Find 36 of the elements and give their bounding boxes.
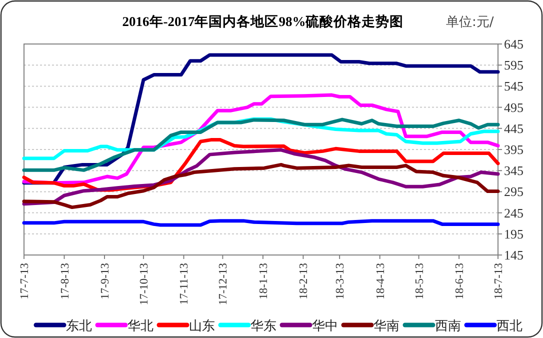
y-tick-label: 645 [504, 36, 524, 52]
x-tick-label: 18-2-13 [298, 262, 310, 300]
chart-title: 2016年-2017年国内各地区98%硫酸价格走势图 [122, 13, 404, 29]
y-axis-title: 单位:元/ [446, 15, 494, 30]
legend-label: 华中 [312, 319, 338, 334]
y-tick-label: 495 [504, 100, 524, 115]
line-series [22, 118, 500, 172]
legend-label: 华东 [250, 319, 276, 334]
y-tick-label: 445 [504, 120, 524, 136]
y-tick-label: 545 [504, 78, 524, 94]
y-tick-label: 595 [504, 58, 524, 73]
x-tick-label: 17-9-13 [100, 262, 112, 300]
x-tick-label: 18-3-13 [334, 262, 347, 300]
legend-label: 山东 [189, 319, 215, 334]
x-tick-label: 17-8-13 [59, 262, 72, 300]
y-tick-label: 195 [504, 226, 524, 242]
line-series [22, 162, 500, 210]
legend-label: 华北 [128, 319, 154, 334]
x-tick-label: 17-7-13 [19, 262, 31, 300]
y-tick-label: 345 [504, 163, 524, 178]
legend-label: 西南 [435, 319, 461, 334]
y-tick-label: 395 [504, 142, 524, 157]
x-tick-label: 18-7-13 [493, 262, 505, 300]
legend-label: 东北 [66, 319, 92, 334]
y-tick-label: 295 [504, 184, 524, 200]
legend-label: 华南 [374, 319, 400, 334]
x-tick-label: 18-5-13 [414, 262, 426, 300]
y-tick-label: 145 [504, 248, 524, 262]
x-tick-label: 17-10-13 [138, 262, 150, 306]
x-tick-label: 18-6-13 [454, 262, 466, 300]
x-tick-label: 18-4-13 [374, 262, 387, 300]
legend-label: 西北 [496, 319, 522, 334]
y-tick-label: 245 [504, 205, 524, 220]
x-tick-label: 17-12-13 [218, 262, 230, 306]
x-tick-label: 17-11-13 [178, 262, 191, 305]
x-tick-label: 18-1-13 [258, 262, 270, 300]
